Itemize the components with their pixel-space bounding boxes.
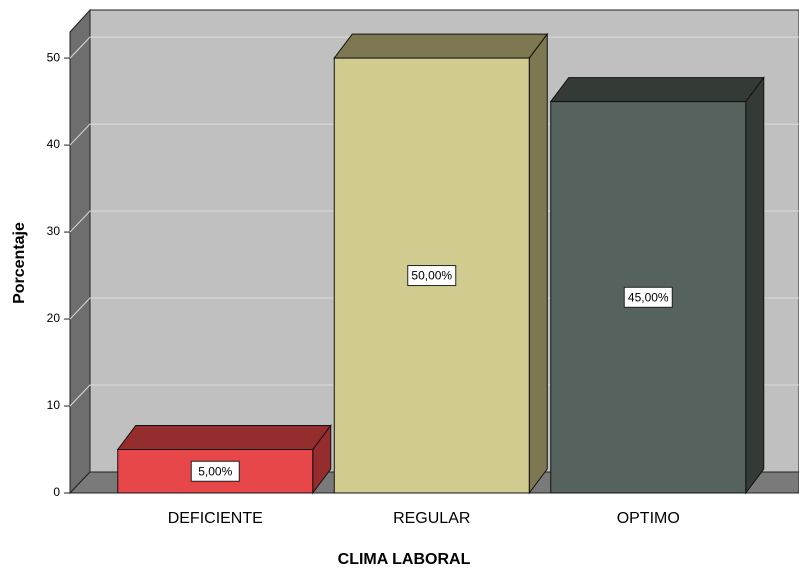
value-label: 45,00% bbox=[628, 290, 669, 304]
y-tick-label: 40 bbox=[47, 137, 61, 151]
bar bbox=[333, 32, 549, 495]
value-label-box bbox=[623, 286, 673, 308]
bar bbox=[116, 424, 332, 495]
y-tick-label: 0 bbox=[53, 485, 60, 499]
bar-side bbox=[745, 76, 765, 495]
grid-line bbox=[69, 36, 799, 59]
bar-top bbox=[116, 425, 332, 451]
x-tick-label: DEFICIENTE bbox=[168, 510, 263, 527]
y-tick-label: 20 bbox=[47, 311, 61, 325]
value-label-box bbox=[190, 460, 240, 482]
x-tick-label: REGULAR bbox=[393, 510, 470, 527]
value-label: 50,00% bbox=[411, 269, 452, 283]
bar-top bbox=[333, 33, 549, 59]
y-tick-label: 50 bbox=[47, 50, 61, 64]
bar bbox=[549, 76, 765, 495]
x-axis-label: CLIMA LABORAL bbox=[338, 551, 471, 568]
bar-side bbox=[528, 32, 548, 495]
y-axis-label: Porcentaje bbox=[11, 222, 28, 304]
bar-top bbox=[549, 77, 765, 103]
x-tick-label: OPTIMO bbox=[617, 510, 680, 527]
value-label: 5,00% bbox=[198, 464, 232, 478]
value-label-box bbox=[407, 265, 457, 287]
y-tick-label: 10 bbox=[47, 398, 61, 412]
left-wall bbox=[69, 8, 91, 495]
y-tick-label: 30 bbox=[47, 224, 61, 238]
